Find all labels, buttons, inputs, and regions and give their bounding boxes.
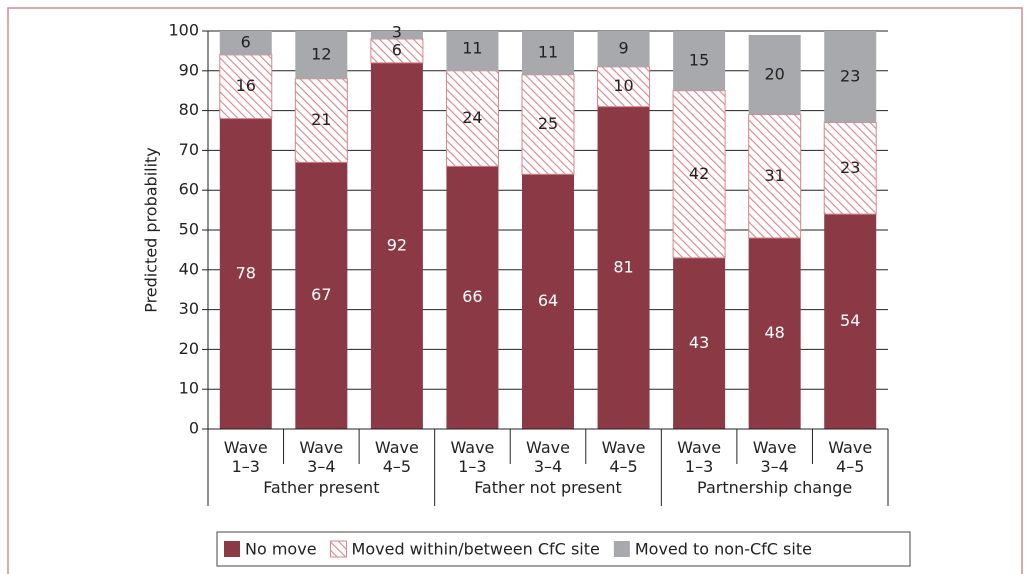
bar-segment [673,31,726,91]
y-tick-label: 20 [179,339,199,358]
value-label: 3 [392,22,402,41]
y-tick-label: 30 [179,299,199,318]
legend-label: Moved within/between CfC site [352,540,600,559]
value-label: 31 [764,166,784,185]
value-label: 92 [387,235,407,254]
bar-segment [748,34,801,115]
value-label: 78 [236,263,256,282]
x-tick-label: Wave 4–5 [601,438,646,476]
value-label: 64 [538,291,558,310]
frame [7,7,1023,574]
y-tick-label: 60 [179,180,199,199]
value-label: 43 [689,333,709,352]
x-tick-label: Wave 3–4 [752,438,797,476]
bar-segment [597,106,650,429]
y-tick-label: 10 [179,379,199,398]
y-tick-label: 90 [179,60,199,79]
legend-label: No move [245,540,317,559]
bar-segment [294,78,348,163]
bar-segment [370,31,423,39]
legend-swatch [224,541,240,557]
group-label: Father present [263,478,380,497]
x-tick-label: Wave 1–3 [450,438,495,476]
value-label: 11 [538,42,558,61]
x-tick-label: Wave 3–4 [526,438,570,476]
value-label: 12 [311,44,331,63]
bar-segment [748,114,802,239]
value-label: 66 [462,287,482,306]
bar-segment [824,214,877,429]
group-label: Partnership change [697,478,853,497]
value-label: 25 [538,114,558,133]
value-label: 23 [840,158,860,177]
x-tick-label: Wave 1–3 [677,438,722,476]
bar-segment [748,237,801,429]
value-label: 67 [311,285,331,304]
y-tick-label: 70 [179,140,199,159]
legend-swatch [613,541,630,557]
bar-segment [219,31,272,55]
value-label: 48 [764,323,784,342]
value-labels: 7816667211292636624116425118110943421548… [236,22,861,351]
value-label: 20 [764,64,784,83]
bar-segment [521,74,575,175]
value-label: 16 [236,76,256,95]
bar-segment [370,62,423,429]
value-label: 24 [462,108,482,127]
bar-segment [295,162,348,429]
value-label: 42 [689,164,709,183]
x-tick-label: Wave 4–5 [828,438,873,476]
y-tick-label: 0 [189,419,199,438]
bar-segment [295,31,348,79]
y-axis-label: Predicted probability [142,147,161,313]
group-label: Father not present [474,478,622,497]
bar-segment [219,54,273,120]
bar-segment [824,31,877,123]
bar-segment [522,31,574,75]
value-label: 21 [311,110,331,129]
value-label: 23 [840,66,860,85]
value-label: 11 [462,38,482,57]
x-tick-label: Wave 4–5 [374,438,419,476]
bar-segment [219,118,272,429]
value-label: 81 [613,257,633,276]
value-label: 6 [392,40,402,59]
bar-segment [522,174,574,429]
value-label: 54 [840,311,860,330]
bar-segment [597,66,651,108]
y-tick-label: 100 [168,21,199,40]
x-tick-label: Wave 3–4 [299,438,344,476]
bar-segment [446,166,499,429]
bars [219,31,877,429]
y-tick-label: 50 [179,220,199,239]
bar-segment [823,122,877,215]
value-label: 10 [613,76,633,95]
bar-segment [446,31,499,71]
bar-segment [673,257,726,429]
x-tick-label: Wave 1–3 [223,438,268,476]
y-tick-label: 80 [179,100,199,119]
bar-segment [445,70,499,167]
legend-label: Moved to non-CfC site [635,540,812,559]
legend-swatch [330,540,348,558]
value-label: 15 [689,50,709,69]
value-label: 9 [618,38,628,57]
bar-segment [597,31,650,67]
value-label: 6 [241,32,251,51]
y-tick-label: 40 [179,259,199,278]
